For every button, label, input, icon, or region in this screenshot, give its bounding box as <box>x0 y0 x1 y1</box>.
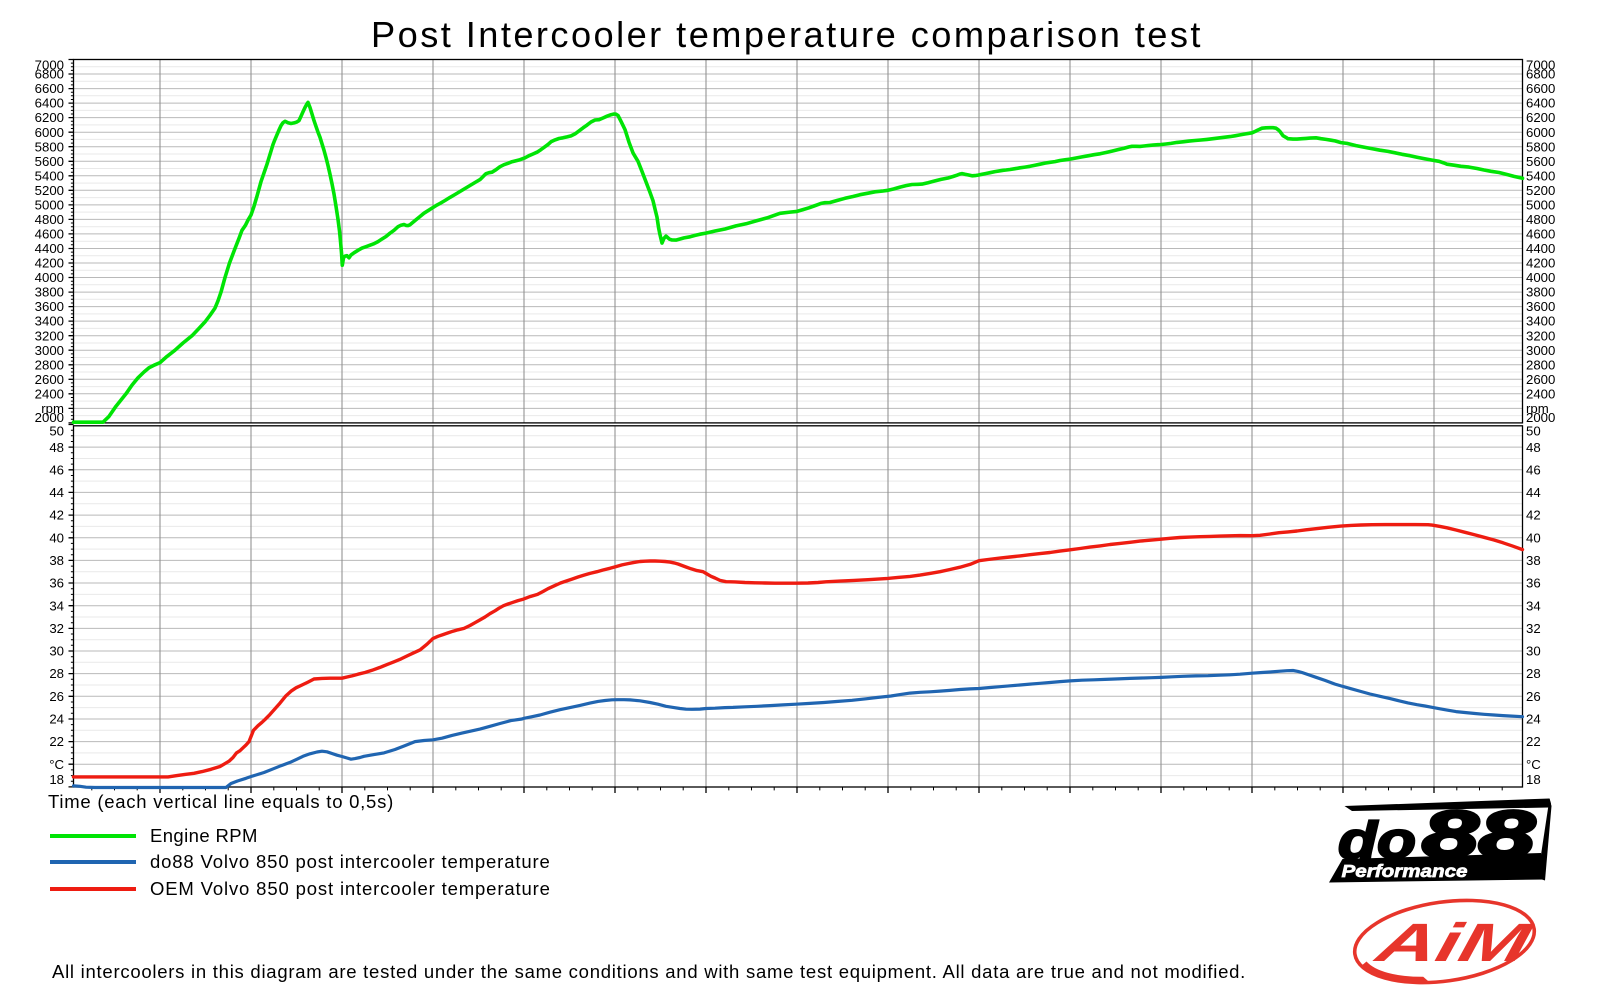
svg-text:3000: 3000 <box>35 343 64 358</box>
svg-text:6800: 6800 <box>1526 67 1555 82</box>
svg-text:4800: 4800 <box>35 212 64 227</box>
svg-text:5600: 5600 <box>1526 154 1555 169</box>
svg-text:40: 40 <box>49 530 64 545</box>
svg-text:3200: 3200 <box>1526 328 1555 343</box>
svg-text:26: 26 <box>49 689 64 704</box>
svg-text:2400: 2400 <box>1526 386 1555 401</box>
svg-text:6600: 6600 <box>35 81 64 96</box>
svg-text:24: 24 <box>49 712 64 727</box>
svg-text:5200: 5200 <box>1526 183 1555 198</box>
svg-text:6200: 6200 <box>1526 110 1555 125</box>
svg-text:22: 22 <box>1526 734 1541 749</box>
svg-text:do88 Volvo 850 post intercoole: do88 Volvo 850 post intercooler temperat… <box>150 851 551 872</box>
svg-text:30: 30 <box>1526 644 1541 659</box>
svg-text:4000: 4000 <box>35 270 64 285</box>
svg-text:Performance: Performance <box>1342 861 1468 881</box>
svg-text:48: 48 <box>1526 440 1541 455</box>
svg-text:3800: 3800 <box>1526 285 1555 300</box>
svg-text:rpm: rpm <box>1526 401 1549 416</box>
svg-text:All intercoolers in this diagr: All intercoolers in this diagram are tes… <box>52 961 1246 982</box>
svg-text:18: 18 <box>1526 772 1541 787</box>
svg-text:Time (each vertical line equal: Time (each vertical line equals to 0,5s) <box>48 791 394 812</box>
svg-text:4600: 4600 <box>1526 227 1555 242</box>
svg-text:3400: 3400 <box>1526 314 1555 329</box>
svg-text:22: 22 <box>49 734 64 749</box>
svg-text:3200: 3200 <box>35 328 64 343</box>
svg-text:°C: °C <box>49 757 64 772</box>
svg-text:2400: 2400 <box>35 386 64 401</box>
svg-text:40: 40 <box>1526 530 1541 545</box>
svg-text:4600: 4600 <box>35 227 64 242</box>
svg-text:50: 50 <box>49 423 64 438</box>
svg-text:3800: 3800 <box>35 285 64 300</box>
svg-text:Post Intercooler temperature c: Post Intercooler temperature comparison … <box>371 14 1203 55</box>
svg-text:5400: 5400 <box>35 168 64 183</box>
svg-text:36: 36 <box>1526 576 1541 591</box>
svg-text:AiM: AiM <box>1368 912 1538 973</box>
svg-text:5200: 5200 <box>35 183 64 198</box>
svg-text:5600: 5600 <box>35 154 64 169</box>
svg-text:6600: 6600 <box>1526 81 1555 96</box>
svg-text:26: 26 <box>1526 689 1541 704</box>
svg-text:4200: 4200 <box>35 256 64 271</box>
svg-text:2000: 2000 <box>1526 410 1555 425</box>
svg-text:38: 38 <box>49 553 64 568</box>
svg-text:Engine RPM: Engine RPM <box>150 825 258 846</box>
svg-text:5400: 5400 <box>1526 168 1555 183</box>
svg-text:46: 46 <box>1526 462 1541 477</box>
svg-text:28: 28 <box>1526 666 1541 681</box>
svg-text:6400: 6400 <box>1526 96 1555 111</box>
svg-text:2600: 2600 <box>35 372 64 387</box>
svg-text:24: 24 <box>1526 712 1541 727</box>
svg-text:5800: 5800 <box>35 139 64 154</box>
svg-text:34: 34 <box>49 598 64 613</box>
svg-text:38: 38 <box>1526 553 1541 568</box>
svg-text:7000: 7000 <box>1526 57 1555 72</box>
svg-text:42: 42 <box>1526 508 1541 523</box>
svg-text:7000: 7000 <box>35 57 64 72</box>
svg-text:46: 46 <box>49 462 64 477</box>
svg-text:2800: 2800 <box>1526 357 1555 372</box>
svg-text:34: 34 <box>1526 598 1541 613</box>
svg-text:OEM Volvo 850 post intercooler: OEM Volvo 850 post intercooler temperatu… <box>150 878 551 899</box>
svg-text:6000: 6000 <box>35 125 64 140</box>
svg-text:5000: 5000 <box>35 198 64 213</box>
svg-text:do: do <box>1338 812 1416 870</box>
svg-text:32: 32 <box>49 621 64 636</box>
svg-text:88: 88 <box>1422 798 1536 873</box>
svg-text:6800: 6800 <box>35 67 64 82</box>
svg-text:50: 50 <box>1526 423 1541 438</box>
svg-text:4400: 4400 <box>1526 241 1555 256</box>
svg-text:6400: 6400 <box>35 96 64 111</box>
svg-text:5000: 5000 <box>1526 198 1555 213</box>
svg-text:30: 30 <box>49 644 64 659</box>
svg-text:6200: 6200 <box>35 110 64 125</box>
svg-text:4400: 4400 <box>35 241 64 256</box>
svg-text:2000: 2000 <box>35 410 64 425</box>
svg-text:44: 44 <box>49 485 64 500</box>
svg-text:36: 36 <box>49 576 64 591</box>
svg-text:°C: °C <box>1526 757 1541 772</box>
svg-text:4800: 4800 <box>1526 212 1555 227</box>
svg-text:3600: 3600 <box>1526 299 1555 314</box>
svg-text:6000: 6000 <box>1526 125 1555 140</box>
svg-text:18: 18 <box>49 772 64 787</box>
svg-text:4200: 4200 <box>1526 256 1555 271</box>
svg-text:42: 42 <box>49 508 64 523</box>
svg-text:5800: 5800 <box>1526 139 1555 154</box>
svg-text:3600: 3600 <box>35 299 64 314</box>
svg-text:32: 32 <box>1526 621 1541 636</box>
svg-text:3400: 3400 <box>35 314 64 329</box>
svg-text:2800: 2800 <box>35 357 64 372</box>
svg-text:28: 28 <box>49 666 64 681</box>
svg-text:4000: 4000 <box>1526 270 1555 285</box>
svg-text:44: 44 <box>1526 485 1541 500</box>
svg-text:rpm: rpm <box>41 401 64 416</box>
svg-text:48: 48 <box>49 440 64 455</box>
svg-text:2600: 2600 <box>1526 372 1555 387</box>
svg-text:3000: 3000 <box>1526 343 1555 358</box>
